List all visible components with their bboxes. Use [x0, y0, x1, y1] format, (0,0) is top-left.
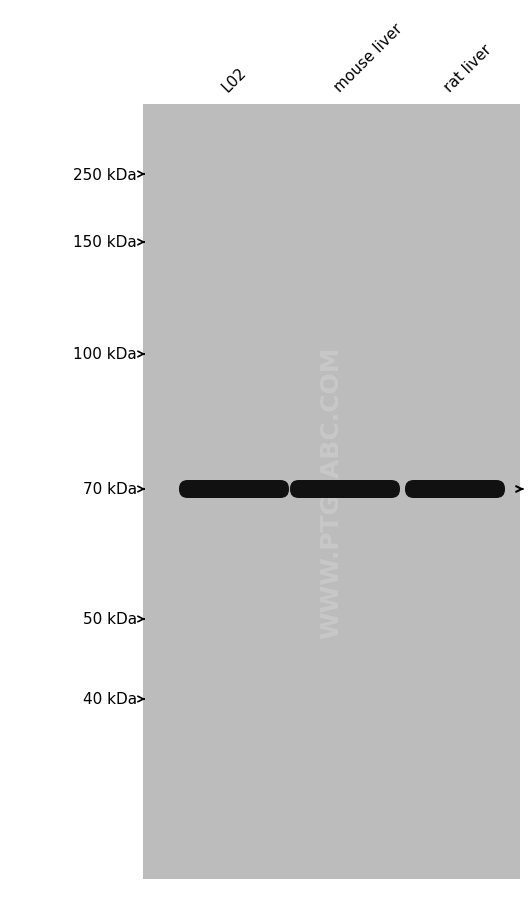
Text: 150 kDa: 150 kDa [73, 235, 137, 250]
Text: rat liver: rat liver [441, 41, 494, 95]
FancyBboxPatch shape [290, 481, 400, 499]
FancyBboxPatch shape [405, 481, 505, 499]
Text: 70 kDa: 70 kDa [83, 482, 137, 497]
Text: 250 kDa: 250 kDa [73, 167, 137, 182]
Text: WWW.PTGLABC.COM: WWW.PTGLABC.COM [320, 345, 343, 638]
Text: 50 kDa: 50 kDa [83, 612, 137, 627]
Text: 100 kDa: 100 kDa [73, 347, 137, 362]
Text: mouse liver: mouse liver [331, 21, 405, 95]
Text: L02: L02 [219, 65, 250, 95]
FancyBboxPatch shape [179, 481, 289, 499]
Text: 40 kDa: 40 kDa [83, 692, 137, 706]
Bar [143, 105, 520, 879]
